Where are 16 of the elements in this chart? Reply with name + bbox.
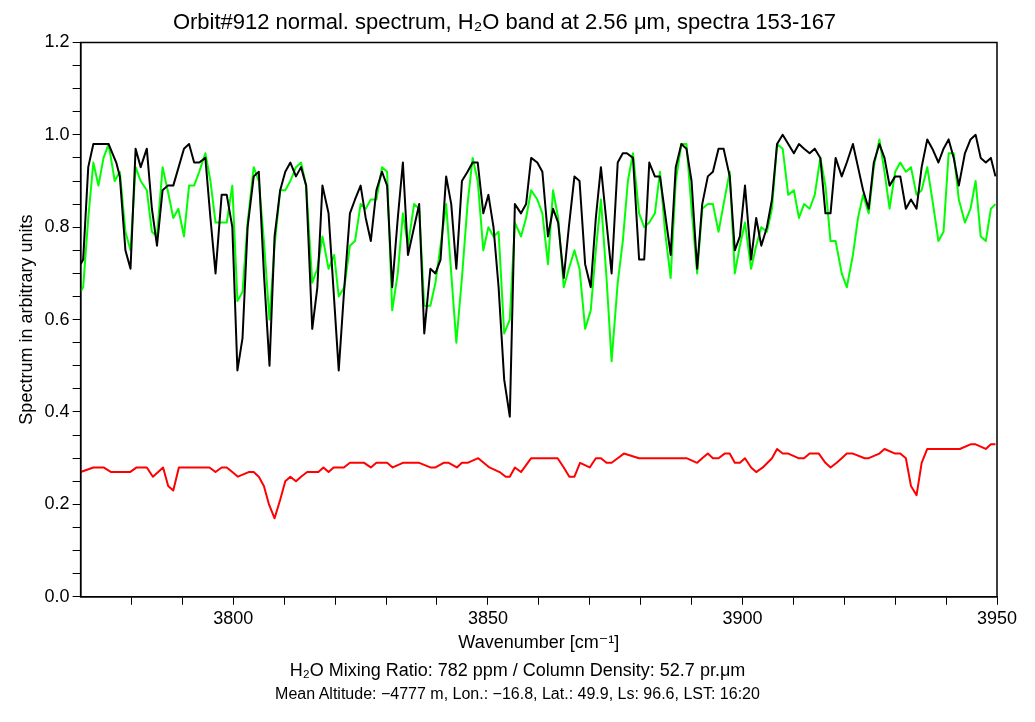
text: H₂O Mixing Ratio: 782 ppm / Column Density: 52.7 pr.μm xyxy=(288,659,747,682)
y-tick-label: 0.6 xyxy=(44,308,70,329)
y-axis-title: Spectrum in arbitrary units xyxy=(15,214,36,425)
y-tick-label: 0.8 xyxy=(44,216,70,237)
chart-title: Orbit#912 normal. spectrum, H₂O band at 2.56 μm, spectra 153-167 xyxy=(172,9,837,35)
y-tick-label: 0.2 xyxy=(44,493,70,514)
y-tick-label: 1.0 xyxy=(44,123,70,144)
text: Mean Altitude: −4777 m, Lon.: −16.8, Lat.: 49.9, Ls: 96.6, LST: 16:20 xyxy=(274,684,761,704)
x-axis-title: Wavenumber [cm⁻¹] xyxy=(458,632,620,653)
y-tick-label: 0.0 xyxy=(44,585,70,606)
y-tick-label: 0.4 xyxy=(44,400,70,421)
x-tick-label: 3850 xyxy=(467,607,508,628)
y-tick-label: 1.2 xyxy=(44,31,70,52)
x-tick-label: 3900 xyxy=(722,607,763,628)
x-tick-label: 3950 xyxy=(976,607,1018,628)
x-tick-label: 3800 xyxy=(213,607,254,628)
